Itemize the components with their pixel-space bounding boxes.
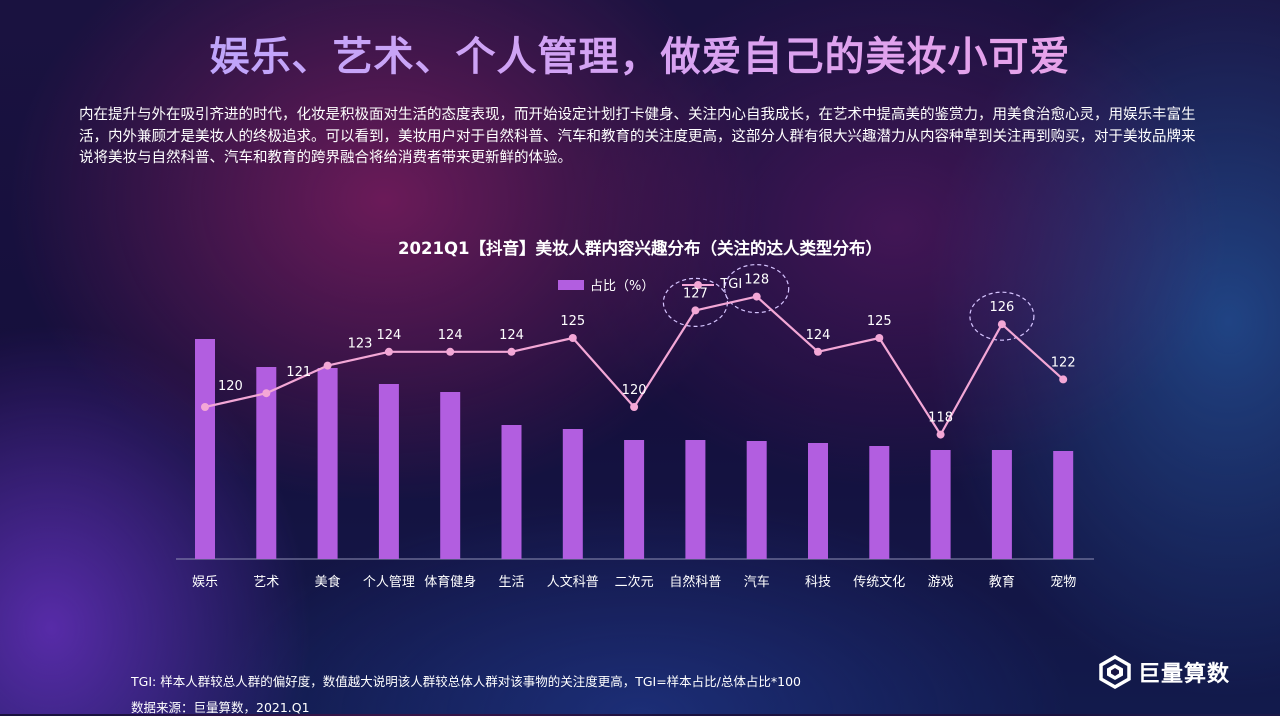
- highlight-ellipse-汽车: [724, 264, 790, 314]
- bar-教育: [991, 450, 1012, 559]
- x-tick-label-艺术: 艺术: [253, 575, 279, 590]
- bar-美食: [317, 368, 338, 559]
- page-description: 内在提升与外在吸引齐进的时代，化妆是积极面对生活的态度表现，而开始设定计划打卡健…: [79, 107, 1196, 166]
- legend-bar-label: 占比（%）: [590, 279, 655, 294]
- tgi-label-传统文化: 125: [867, 314, 892, 329]
- tgi-point-教育: [997, 320, 1006, 329]
- tgi-label-宠物: 122: [1051, 355, 1076, 370]
- x-tick-label-个人管理: 个人管理: [363, 575, 415, 590]
- bar-二次元: [624, 440, 645, 559]
- tgi-point-个人管理: [384, 347, 393, 356]
- legend-bar-swatch: [558, 279, 584, 290]
- tgi-point-美食: [323, 361, 332, 370]
- tgi-label-娱乐: 120: [218, 379, 243, 394]
- bar-自然科普: [685, 440, 706, 559]
- logo-text: 巨量算数: [1138, 662, 1231, 687]
- bar-传统文化: [869, 446, 890, 559]
- tgi-label-科技: 124: [806, 328, 831, 343]
- tgi-point-娱乐: [201, 403, 209, 411]
- footnote-source: 数据来源：巨量算数，2021.Q1: [131, 700, 310, 715]
- tgi-label-教育: 126: [989, 300, 1014, 315]
- tgi-point-科技: [814, 347, 822, 356]
- chart-title: 2021Q1【抖音】美妆人群内容兴趣分布（关注的达人类型分布）: [398, 239, 882, 258]
- x-tick-label-自然科普: 自然科普: [669, 574, 721, 590]
- tgi-label-个人管理: 124: [376, 328, 401, 343]
- tgi-label-生活: 124: [499, 328, 524, 343]
- x-tick-label-教育: 教育: [989, 574, 1015, 590]
- x-tick-label-科技: 科技: [805, 575, 831, 590]
- x-tick-label-娱乐: 娱乐: [192, 575, 218, 590]
- chart-legend: 占比（%） TGI: [558, 275, 742, 294]
- page-title: 娱乐、艺术、个人管理，做爱自己的美妆小可爱: [0, 24, 1280, 82]
- x-tick-label-人文科普: 人文科普: [547, 575, 599, 590]
- tgi-point-宠物: [1059, 375, 1068, 384]
- x-tick-label-二次元: 二次元: [615, 574, 654, 590]
- bar-体育健身: [440, 392, 461, 559]
- x-tick-label-传统文化: 传统文化: [853, 575, 905, 590]
- bar-生活: [501, 425, 522, 559]
- tgi-point-生活: [507, 347, 516, 356]
- tgi-label-美食: 123: [348, 337, 373, 352]
- tgi-point-艺术: [262, 389, 271, 398]
- tgi-label-自然科普: 127: [683, 286, 708, 301]
- tgi-label-汽车: 128: [744, 273, 769, 288]
- x-tick-label-美食: 美食: [315, 574, 341, 590]
- footnote-tgi: TGI: 样本人群较总人群的偏好度，数值越大说明该人群较总体人群对该事物的关注度…: [131, 674, 801, 689]
- tgi-point-人文科普: [568, 334, 577, 342]
- x-tick-label-体育健身: 体育健身: [424, 574, 476, 590]
- bar-艺术: [256, 367, 277, 559]
- x-tick-label-宠物: 宠物: [1050, 574, 1076, 590]
- tgi-point-体育健身: [446, 347, 455, 356]
- bar-宠物: [1053, 451, 1074, 559]
- tgi-label-体育健身: 124: [438, 328, 463, 343]
- legend-line-label: TGI: [720, 277, 743, 292]
- highlight-ellipse-教育: [969, 291, 1035, 341]
- tgi-label-人文科普: 125: [560, 314, 585, 329]
- tgi-point-二次元: [630, 403, 639, 411]
- brand-logo: 巨量算数: [1098, 655, 1230, 689]
- bar-汽车: [746, 441, 767, 559]
- legend-line-swatch: [682, 280, 715, 290]
- bar-人文科普: [562, 429, 583, 559]
- x-tick-label-游戏: 游戏: [928, 575, 954, 590]
- tgi-label-二次元: 120: [622, 383, 647, 398]
- tgi-point-自然科普: [691, 306, 700, 315]
- bar-娱乐: [195, 339, 215, 559]
- tgi-label-艺术: 121: [286, 365, 311, 380]
- logo-icon: [1099, 655, 1131, 689]
- bar-游戏: [930, 450, 951, 559]
- bar-科技: [808, 443, 828, 559]
- tgi-label-游戏: 118: [928, 411, 953, 426]
- bar-个人管理: [378, 384, 399, 559]
- x-tick-label-生活: 生活: [498, 575, 524, 590]
- tgi-point-游戏: [936, 430, 945, 439]
- tgi-point-传统文化: [875, 334, 884, 342]
- tgi-point-汽车: [752, 292, 761, 301]
- x-tick-label-汽车: 汽车: [744, 574, 770, 590]
